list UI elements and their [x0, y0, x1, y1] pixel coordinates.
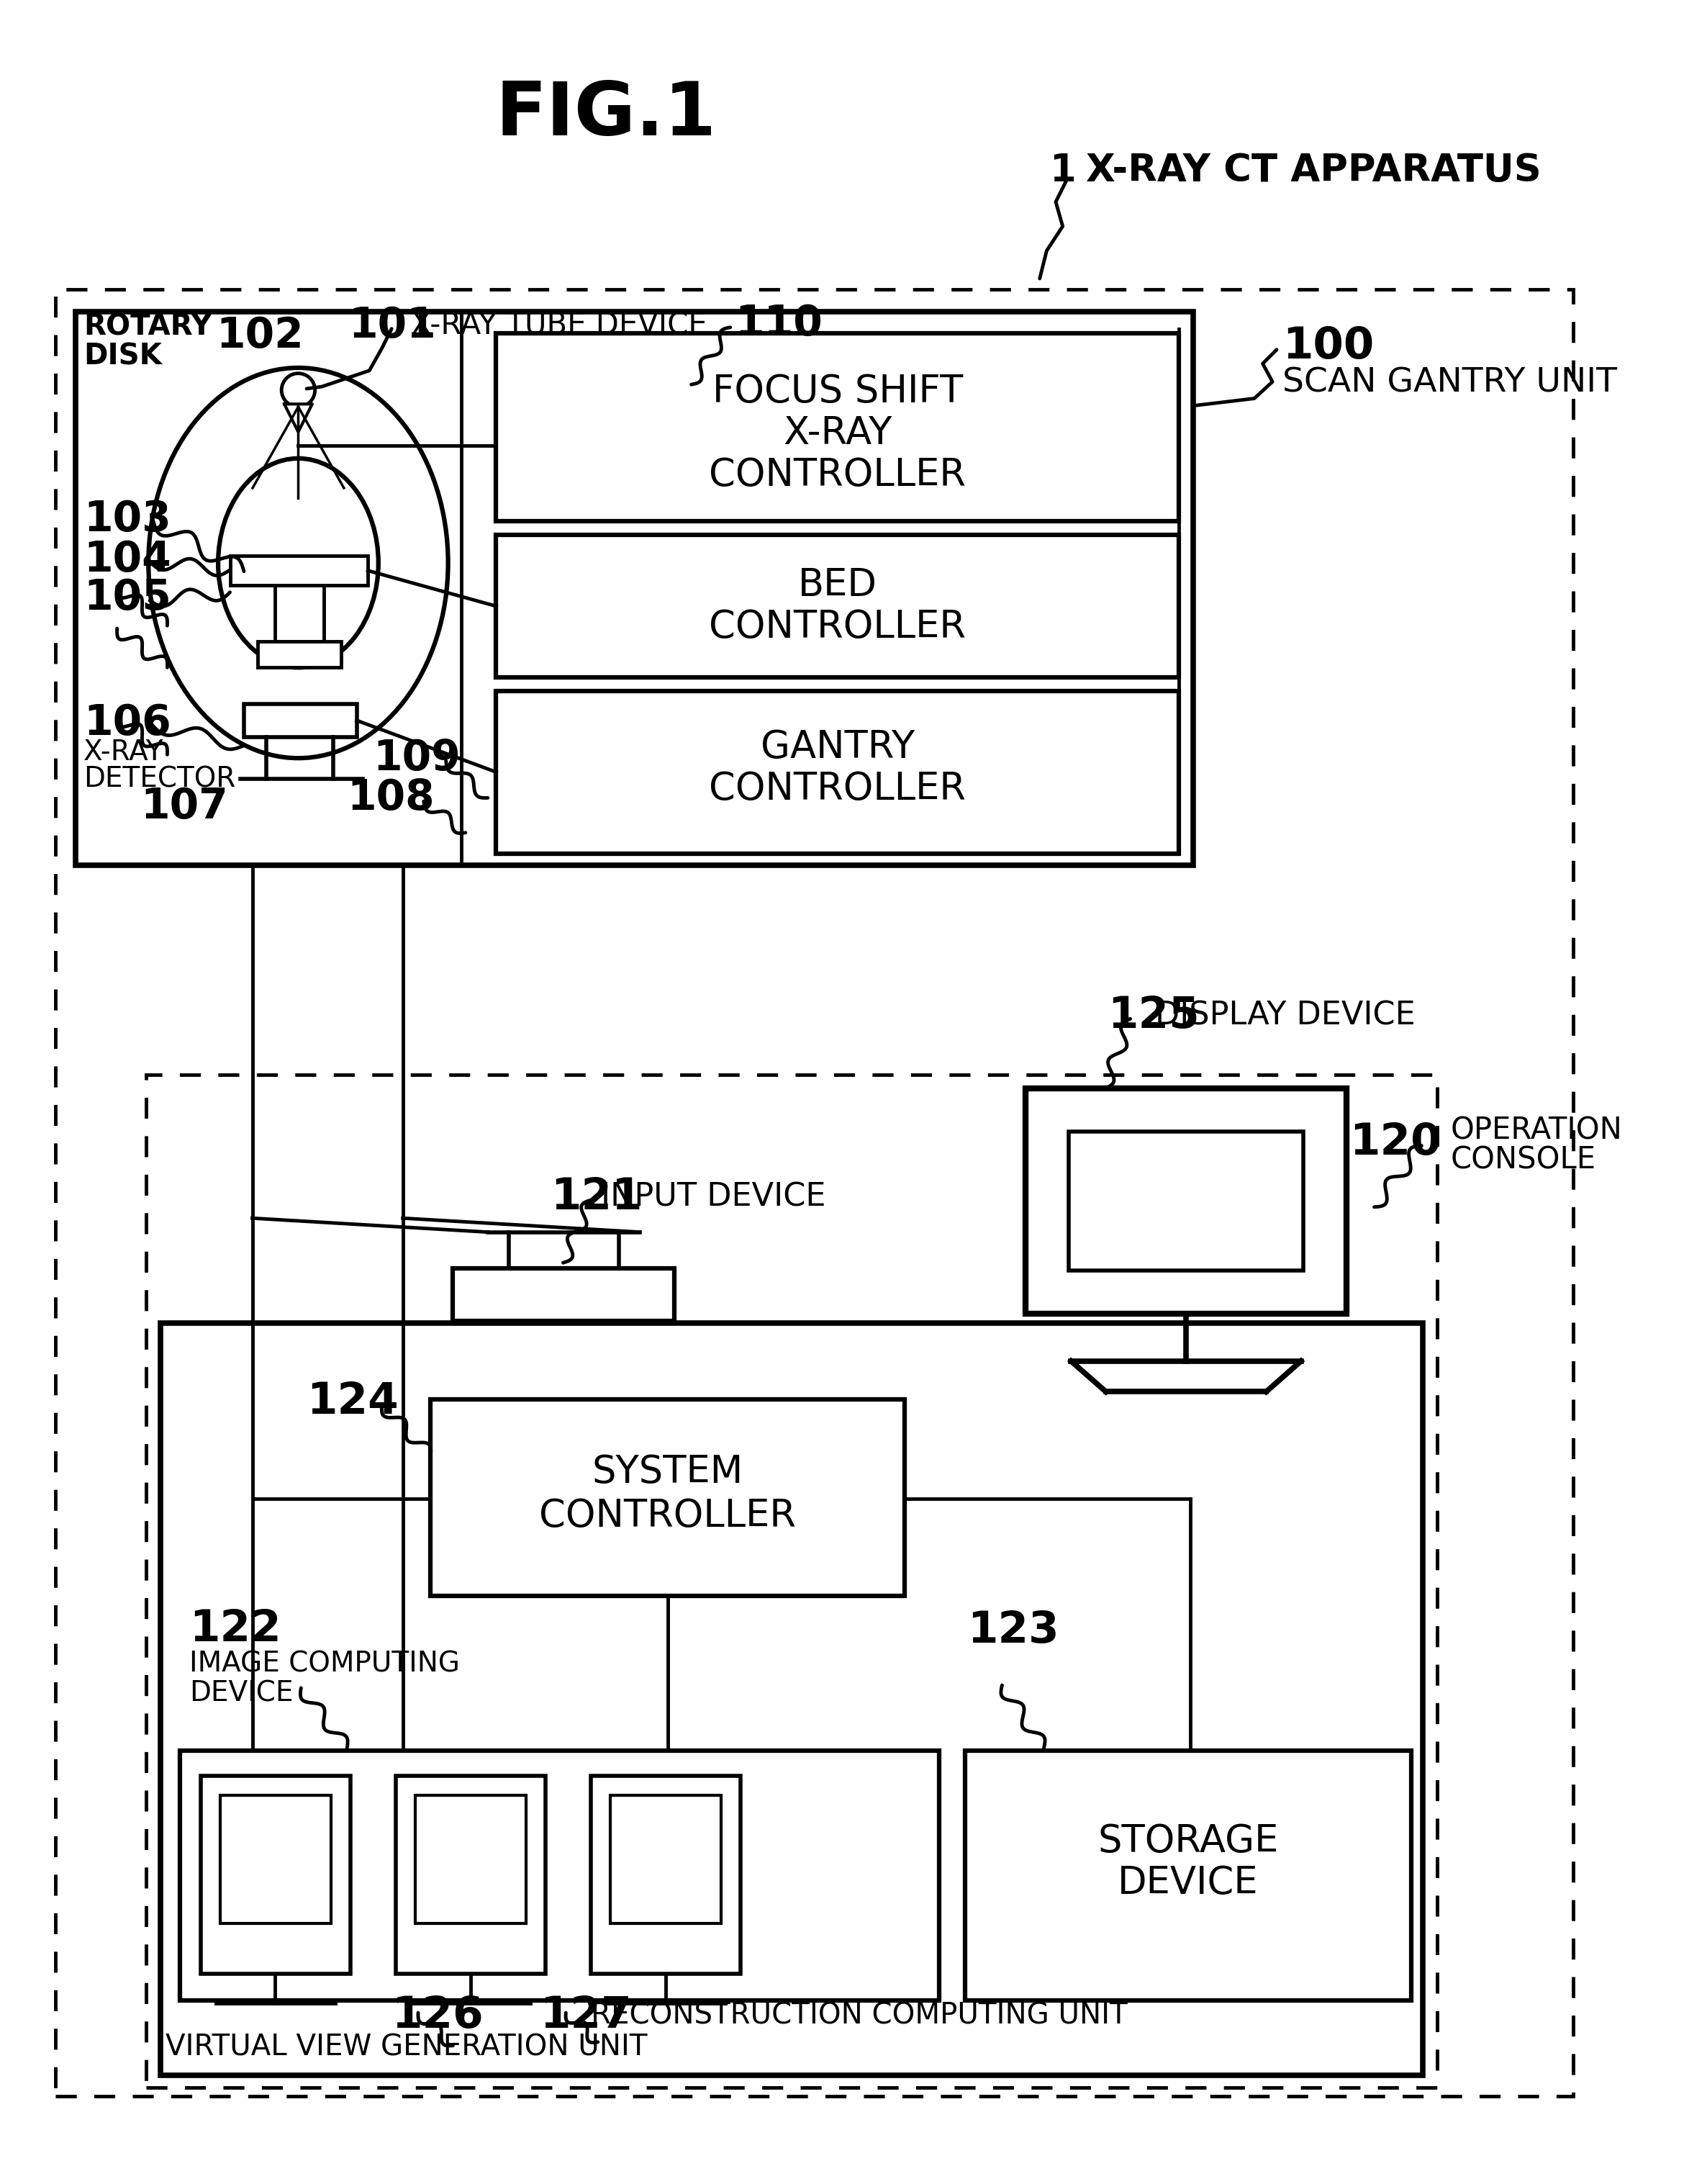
Text: RECONSTRUCTION COMPUTING UNIT: RECONSTRUCTION COMPUTING UNIT — [591, 2001, 1128, 2029]
Bar — [610, 1795, 721, 1924]
Bar — [497, 535, 1179, 677]
Bar — [180, 1752, 940, 2001]
Text: BED: BED — [798, 566, 877, 605]
Text: 108: 108 — [347, 778, 434, 819]
Bar — [56, 288, 1573, 2097]
Text: SYSTEM: SYSTEM — [593, 1452, 743, 1492]
Bar — [147, 1075, 1436, 2088]
Text: CONSOLE: CONSOLE — [1452, 1144, 1596, 1175]
Bar — [497, 332, 1179, 522]
Bar — [1026, 1088, 1346, 1313]
Text: OPERATION: OPERATION — [1452, 1116, 1623, 1144]
Ellipse shape — [219, 459, 379, 668]
Bar — [416, 1795, 525, 1924]
Text: X-RAY CT APPARATUS: X-RAY CT APPARATUS — [1086, 153, 1541, 190]
Bar — [431, 1400, 904, 1597]
Ellipse shape — [148, 367, 448, 758]
Text: VIRTUAL VIEW GENERATION UNIT: VIRTUAL VIEW GENERATION UNIT — [165, 2033, 648, 2062]
Bar — [965, 1752, 1411, 2001]
Bar — [231, 557, 367, 585]
Text: 104: 104 — [84, 539, 172, 581]
Text: DISPLAY DEVICE: DISPLAY DEVICE — [1155, 1000, 1416, 1031]
Bar — [258, 642, 342, 668]
Text: 1: 1 — [1051, 153, 1076, 190]
Text: 122: 122 — [190, 1607, 281, 1651]
Text: X-RAY TUBE DEVICE: X-RAY TUBE DEVICE — [411, 310, 707, 341]
Bar — [497, 690, 1179, 854]
Text: X-RAY: X-RAY — [783, 415, 893, 452]
Text: ROTARY: ROTARY — [84, 312, 212, 341]
Text: CONTROLLER: CONTROLLER — [709, 456, 967, 494]
Text: 106: 106 — [84, 703, 172, 745]
Text: GANTRY: GANTRY — [761, 727, 914, 767]
Bar — [453, 1269, 675, 1321]
Text: DEVICE: DEVICE — [1118, 1865, 1258, 1902]
Text: 125: 125 — [1108, 994, 1199, 1037]
Text: 102: 102 — [216, 314, 303, 356]
Bar — [1069, 1131, 1303, 1271]
Bar — [76, 312, 1192, 865]
Text: CONTROLLER: CONTROLLER — [709, 609, 967, 646]
Text: IMAGE COMPUTING: IMAGE COMPUTING — [190, 1651, 460, 1677]
Text: DETECTOR: DETECTOR — [84, 764, 236, 793]
Text: CONTROLLER: CONTROLLER — [709, 771, 967, 808]
Text: 101: 101 — [349, 306, 436, 347]
Polygon shape — [285, 404, 312, 432]
Text: 100: 100 — [1282, 325, 1374, 369]
Text: DISK: DISK — [84, 343, 162, 371]
Text: FOCUS SHIFT: FOCUS SHIFT — [712, 373, 963, 411]
Text: STORAGE: STORAGE — [1098, 1824, 1278, 1861]
Text: 127: 127 — [541, 1994, 632, 2038]
Text: 123: 123 — [967, 1610, 1059, 1651]
Text: 107: 107 — [141, 786, 229, 828]
Text: 121: 121 — [551, 1175, 642, 1219]
Text: 124: 124 — [306, 1380, 399, 1424]
Text: INPUT DEVICE: INPUT DEVICE — [601, 1182, 825, 1212]
Text: 109: 109 — [372, 738, 460, 780]
Text: SCAN GANTRY UNIT: SCAN GANTRY UNIT — [1282, 367, 1617, 400]
Text: 126: 126 — [392, 1994, 483, 2038]
Bar — [274, 585, 323, 642]
Bar — [160, 1324, 1423, 2075]
Ellipse shape — [281, 373, 315, 406]
Bar — [200, 1776, 350, 1974]
Bar — [396, 1776, 546, 1974]
Text: 110: 110 — [736, 304, 823, 345]
Text: 103: 103 — [84, 498, 172, 539]
Text: FIG.1: FIG.1 — [495, 79, 717, 151]
Bar — [221, 1795, 332, 1924]
Text: X-RAY: X-RAY — [84, 738, 163, 767]
Text: CONTROLLER: CONTROLLER — [539, 1496, 797, 1535]
Bar — [244, 703, 357, 738]
Text: 120: 120 — [1349, 1123, 1442, 1164]
Text: DEVICE: DEVICE — [190, 1679, 293, 1708]
Bar — [591, 1776, 741, 1974]
Text: 105: 105 — [84, 577, 172, 618]
